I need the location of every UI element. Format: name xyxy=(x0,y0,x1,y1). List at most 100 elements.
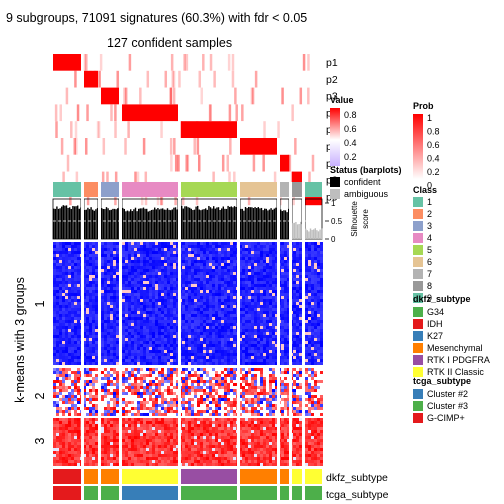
heatmap-cell xyxy=(56,344,59,347)
heatmap-cell xyxy=(110,368,113,371)
heatmap-cell xyxy=(212,257,215,260)
heatmap-cell xyxy=(287,290,290,293)
silhouette-bar xyxy=(126,210,129,239)
heatmap-cell xyxy=(68,293,71,296)
heatmap-cell xyxy=(287,341,290,344)
heatmap-cell xyxy=(83,398,86,401)
heatmap-cell xyxy=(104,245,107,248)
heatmap-cell xyxy=(212,326,215,329)
heatmap-cell xyxy=(263,242,266,245)
heatmap-cell xyxy=(167,284,170,287)
silhouette-bar xyxy=(158,209,161,239)
heatmap-cell xyxy=(65,242,68,245)
heatmap-cell xyxy=(245,287,248,290)
heatmap-cell xyxy=(284,350,287,353)
heatmap-cell xyxy=(53,392,56,395)
heatmap-cell xyxy=(59,368,62,371)
heatmap-cell xyxy=(83,344,86,347)
heatmap-cell xyxy=(206,368,209,371)
heatmap-cell xyxy=(299,293,302,296)
heatmap-cell xyxy=(269,272,272,275)
heatmap-cell xyxy=(59,362,62,365)
heatmap-cell xyxy=(95,332,98,335)
heatmap-cell xyxy=(245,263,248,266)
heatmap-cell xyxy=(137,266,140,269)
heatmap-cell xyxy=(134,380,137,383)
heatmap-cell xyxy=(128,380,131,383)
heatmap-cell xyxy=(65,275,68,278)
heatmap-cell xyxy=(122,266,125,269)
heatmap-cell xyxy=(194,341,197,344)
heatmap-cell xyxy=(200,269,203,272)
heatmap-cell xyxy=(242,245,245,248)
heatmap-cell xyxy=(149,374,152,377)
heatmap-cell xyxy=(299,371,302,374)
heatmap-cell xyxy=(218,377,221,380)
heatmap-cell xyxy=(59,296,62,299)
prob-faint-cell xyxy=(221,154,225,172)
heatmap-cell xyxy=(125,362,128,365)
heatmap-cell xyxy=(275,368,278,371)
heatmap-cell xyxy=(104,257,107,260)
heatmap-cell xyxy=(218,242,221,245)
heatmap-cell xyxy=(128,245,131,248)
heatmap-cell xyxy=(101,353,104,356)
heatmap-cell xyxy=(191,398,194,401)
heatmap-cell xyxy=(266,272,269,275)
heatmap-cell xyxy=(125,245,128,248)
heatmap-cell xyxy=(215,326,218,329)
heatmap-cell xyxy=(203,323,206,326)
heatmap-cell xyxy=(71,338,74,341)
heatmap-cell xyxy=(140,260,143,263)
heatmap-cell xyxy=(263,383,266,386)
prob-faint-cell xyxy=(84,138,88,155)
heatmap-cell xyxy=(155,386,158,389)
heatmap-cell xyxy=(116,266,119,269)
heatmap-cell xyxy=(299,320,302,323)
heatmap-cell xyxy=(269,371,272,374)
heatmap-cell xyxy=(71,353,74,356)
heatmap-cell xyxy=(269,302,272,305)
heatmap-cell xyxy=(272,323,275,326)
heatmap-cell xyxy=(257,389,260,392)
heatmap-cell xyxy=(122,335,125,338)
heatmap-cell xyxy=(296,245,299,248)
heatmap-cell xyxy=(227,344,230,347)
heatmap-cell xyxy=(68,305,71,308)
heatmap-cell xyxy=(218,251,221,254)
heatmap-cell xyxy=(68,281,71,284)
heatmap-cell xyxy=(197,326,200,329)
heatmap-cell xyxy=(266,350,269,353)
heatmap-cell xyxy=(65,251,68,254)
heatmap-cell xyxy=(122,362,125,365)
heatmap-cell xyxy=(194,302,197,305)
heatmap-cell xyxy=(248,314,251,317)
heatmap-cell xyxy=(299,275,302,278)
heatmap-cell xyxy=(284,314,287,317)
heatmap-cell xyxy=(128,278,131,281)
heatmap-cell xyxy=(137,347,140,350)
heatmap-cell xyxy=(125,293,128,296)
heatmap-cell xyxy=(191,275,194,278)
heatmap-cell xyxy=(182,296,185,299)
heatmap-cell xyxy=(215,254,218,257)
heatmap-cell xyxy=(188,308,191,311)
heatmap-cell xyxy=(194,263,197,266)
silhouette-bar xyxy=(240,208,242,239)
heatmap-cell xyxy=(122,242,125,245)
heatmap-cell xyxy=(212,287,215,290)
heatmap-cell xyxy=(239,395,242,398)
heatmap-cell xyxy=(272,338,275,341)
heatmap-cell xyxy=(314,242,317,245)
heatmap-cell xyxy=(227,326,230,329)
heatmap-cell xyxy=(308,278,311,281)
heatmap-cell xyxy=(95,335,98,338)
heatmap-cell xyxy=(299,269,302,272)
heatmap-cell xyxy=(269,248,272,251)
heatmap-cell xyxy=(224,335,227,338)
silhouette-bar xyxy=(181,205,183,239)
heatmap-cell xyxy=(104,296,107,299)
heatmap-cell xyxy=(92,251,95,254)
heatmap-cell xyxy=(212,350,215,353)
heatmap-cell xyxy=(194,356,197,359)
